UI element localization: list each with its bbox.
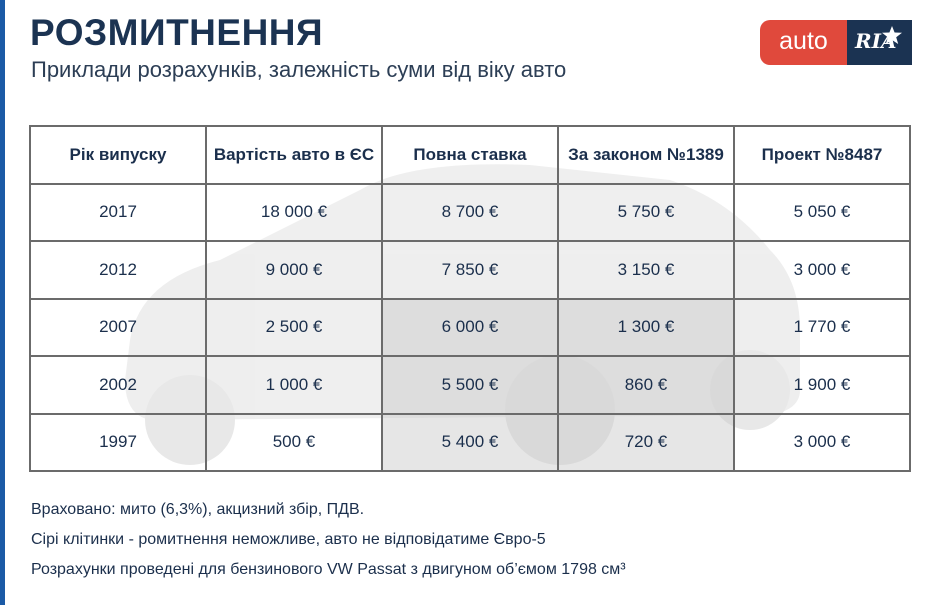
footnote: Враховано: мито (6,3%), акцизний збір, П… — [31, 501, 365, 518]
value-cell: 1 900 € — [733, 355, 911, 415]
value-cell: 5 050 € — [733, 182, 911, 242]
value-cell: 7 850 € — [381, 240, 559, 300]
col-header: Проект №8487 — [733, 125, 911, 185]
logo-ria-block: RIA — [847, 20, 912, 65]
year-cell: 2012 — [29, 240, 207, 300]
table-header-row: Рік випуску Вартість авто в ЄС Повна ста… — [29, 125, 911, 185]
col-header: Рік випуску — [29, 125, 207, 185]
value-cell: 9 000 € — [205, 240, 383, 300]
footnote: Розрахунки проведені для бензинового VW … — [31, 561, 626, 578]
col-header: За законом №1389 — [557, 125, 735, 185]
table-row: 1997 500 €5 400 €720 €3 000 € — [29, 412, 911, 472]
value-cell: 2 500 € — [205, 297, 383, 357]
customs-table: Рік випуску Вартість авто в ЄС Повна ста… — [29, 125, 911, 472]
value-cell: 1 770 € — [733, 297, 911, 357]
star-icon — [882, 26, 902, 44]
table-row: 2007 2 500 €6 000 €1 300 €1 770 € — [29, 297, 911, 357]
autoria-logo: auto RIA — [760, 20, 912, 65]
col-header: Вартість авто в ЄС — [205, 125, 383, 185]
value-cell: 8 700 € — [381, 182, 559, 242]
value-cell: 3 150 € — [557, 240, 735, 300]
col-header: Повна ставка — [381, 125, 559, 185]
footnote: Сірі клітинки - ромитнення неможливе, ав… — [31, 531, 546, 548]
value-cell: 18 000 € — [205, 182, 383, 242]
year-cell: 2007 — [29, 297, 207, 357]
value-cell: 720 € — [557, 412, 735, 472]
table-row: 2002 1 000 €5 500 €860 €1 900 € — [29, 355, 911, 415]
value-cell: 5 750 € — [557, 182, 735, 242]
accent-bar — [0, 0, 5, 605]
value-cell: 1 300 € — [557, 297, 735, 357]
table-row: 2012 9 000 €7 850 €3 150 €3 000 € — [29, 240, 911, 300]
value-cell: 860 € — [557, 355, 735, 415]
value-cell: 5 400 € — [381, 412, 559, 472]
year-cell: 2017 — [29, 182, 207, 242]
value-cell: 3 000 € — [733, 412, 911, 472]
table-row: 2017 18 000 €8 700 €5 750 €5 050 € — [29, 182, 911, 242]
value-cell: 6 000 € — [381, 297, 559, 357]
value-cell: 5 500 € — [381, 355, 559, 415]
page-subtitle: Приклади розрахунків, залежність суми ві… — [31, 57, 567, 82]
year-cell: 1997 — [29, 412, 207, 472]
value-cell: 3 000 € — [733, 240, 911, 300]
year-cell: 2002 — [29, 355, 207, 415]
footnotes: Враховано: мито (6,3%), акцизний збір, П… — [31, 495, 626, 585]
page-title: РОЗМИТНЕННЯ — [30, 12, 324, 53]
logo-auto-text: auto — [760, 20, 847, 65]
value-cell: 500 € — [205, 412, 383, 472]
value-cell: 1 000 € — [205, 355, 383, 415]
